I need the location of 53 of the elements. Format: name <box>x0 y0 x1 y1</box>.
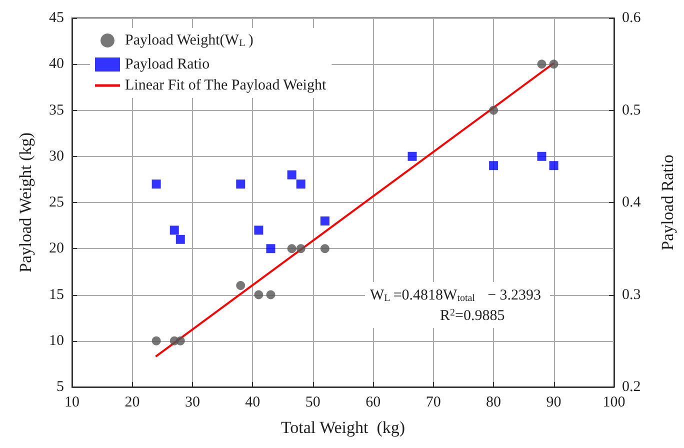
point <box>170 226 179 235</box>
point <box>236 281 246 290</box>
point <box>537 152 546 161</box>
x-tick-label: 100 <box>602 394 626 410</box>
y2-tick-label: 0.4 <box>622 194 642 210</box>
point <box>549 60 558 69</box>
point <box>236 180 246 189</box>
point <box>266 290 276 300</box>
point <box>152 180 161 189</box>
point <box>320 244 330 254</box>
x-tick-label: 50 <box>305 394 320 410</box>
point <box>287 244 296 254</box>
point <box>489 161 498 170</box>
y2-tick-label: 0.6 <box>622 10 642 26</box>
point <box>408 152 417 161</box>
point <box>254 290 264 300</box>
y-axis-title: Payload Weight (kg) <box>16 132 35 272</box>
point <box>266 244 276 254</box>
point <box>287 170 296 180</box>
y2-tick-label: 0.3 <box>622 286 641 303</box>
y-tick-label: 15 <box>49 286 64 303</box>
x-tick-label: 30 <box>184 394 200 410</box>
y-tick-label: 25 <box>49 194 64 210</box>
x-tick-label: 20 <box>124 394 140 410</box>
y2-tick-label: 0.2 <box>622 379 641 395</box>
x-axis-title: Total Weight (kg) <box>280 418 406 437</box>
x-tick-label: 10 <box>64 394 80 410</box>
y-tick-label: 35 <box>49 102 64 118</box>
x-tick-label: 40 <box>245 394 260 410</box>
y2-tick-label: 0.5 <box>622 102 641 118</box>
point <box>549 161 558 170</box>
y-tick-label: 20 <box>49 240 64 257</box>
point <box>537 60 546 69</box>
point <box>254 226 264 235</box>
y2-axis-title: Payload Ratio <box>658 154 677 250</box>
x-tick-label: 60 <box>366 394 381 410</box>
legend-label: Payload Ratio <box>125 56 210 72</box>
y-tick-label: 5 <box>56 379 64 395</box>
x-tick-label: 80 <box>486 394 502 410</box>
point <box>296 180 306 189</box>
y-tick-label: 10 <box>49 332 64 349</box>
x-tick-label: 70 <box>426 394 441 410</box>
point <box>176 234 185 244</box>
y-tick-label: 30 <box>49 148 64 164</box>
y-tick-label: 40 <box>49 56 64 72</box>
y-tick-label: 45 <box>49 10 64 26</box>
point <box>489 106 498 115</box>
x-tick-label: 90 <box>546 394 562 410</box>
legend-label: Linear Fit of The Payload Weight <box>125 78 327 94</box>
point <box>176 336 185 346</box>
point <box>296 244 306 254</box>
point <box>320 216 330 226</box>
point <box>152 336 161 346</box>
